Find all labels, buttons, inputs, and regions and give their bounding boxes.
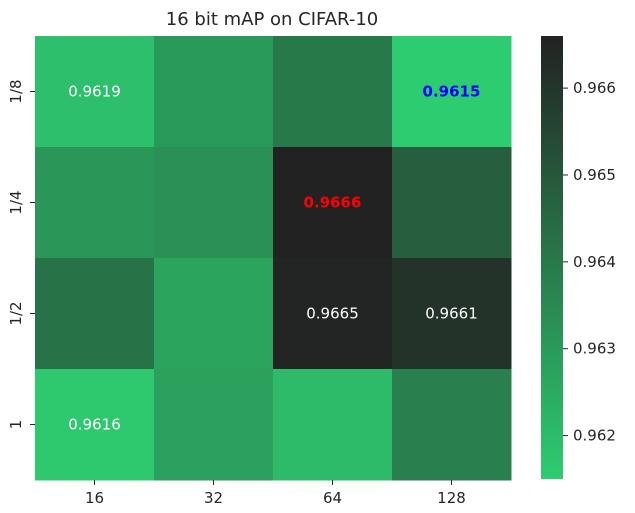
y-tick-label: 1/4 [7, 190, 25, 214]
heatmap-cell-r0-c3 [392, 36, 512, 148]
cell-annotation: 0.9616 [68, 416, 121, 434]
heatmap-cell-r2-c1 [154, 258, 274, 370]
colorbar-ticks: 0.962 0.963 0.964 0.965 0.966 [563, 79, 616, 445]
heatmap-cell-r1-c3 [392, 147, 512, 259]
cell-annotation: 0.9615 [423, 83, 481, 101]
heatmap-cell-r1-c1 [154, 147, 274, 259]
colorbar-tick-label: 0.965 [573, 166, 616, 184]
heatmap-cell-r2-c2 [273, 258, 393, 370]
heatmap-cell-r3-c3 [392, 369, 512, 481]
colorbar-tick-label: 0.964 [573, 253, 616, 271]
y-tick-label: 1/8 [7, 79, 25, 103]
cell-annotation: 0.9661 [425, 305, 478, 323]
heatmap-cell-r3-c2 [273, 369, 393, 481]
cell-annotations: 0.9619 0.9615 0.9666 0.9665 0.9661 0.9616 [68, 83, 480, 434]
colorbar [541, 36, 563, 479]
heatmap-cells [35, 36, 512, 481]
heatmap-cell-r2-c3 [392, 258, 512, 370]
cell-annotation: 0.9666 [304, 194, 362, 212]
x-tick-label: 128 [437, 489, 466, 507]
cell-annotation: 0.9665 [306, 305, 359, 323]
x-axis-ticks: 16 32 64 128 [85, 480, 466, 507]
heatmap-cell-r1-c2 [273, 147, 393, 259]
heatmap-cell-r0-c1 [154, 36, 274, 148]
chart-title: 16 bit mAP on CIFAR-10 [166, 9, 378, 30]
heatmap-cell-r1-c0 [35, 147, 155, 259]
colorbar-tick-label: 0.962 [573, 427, 616, 445]
colorbar-tick-label: 0.966 [573, 79, 616, 97]
y-tick-label: 1 [7, 420, 25, 430]
x-tick-label: 16 [85, 489, 104, 507]
y-tick-label: 1/2 [7, 301, 25, 325]
x-tick-label: 32 [204, 489, 223, 507]
cell-annotation: 0.9619 [68, 83, 121, 101]
heatmap-cell-r3-c1 [154, 369, 274, 481]
colorbar-tick-label: 0.963 [573, 340, 616, 358]
x-tick-label: 64 [323, 489, 342, 507]
heatmap-cell-r0-c2 [273, 36, 393, 148]
y-axis-ticks: 1/8 1/4 1/2 1 [7, 79, 35, 429]
heatmap-cell-r0-c0 [35, 36, 155, 148]
heatmap-cell-r2-c0 [35, 258, 155, 370]
heatmap-cell-r3-c0 [35, 369, 155, 481]
